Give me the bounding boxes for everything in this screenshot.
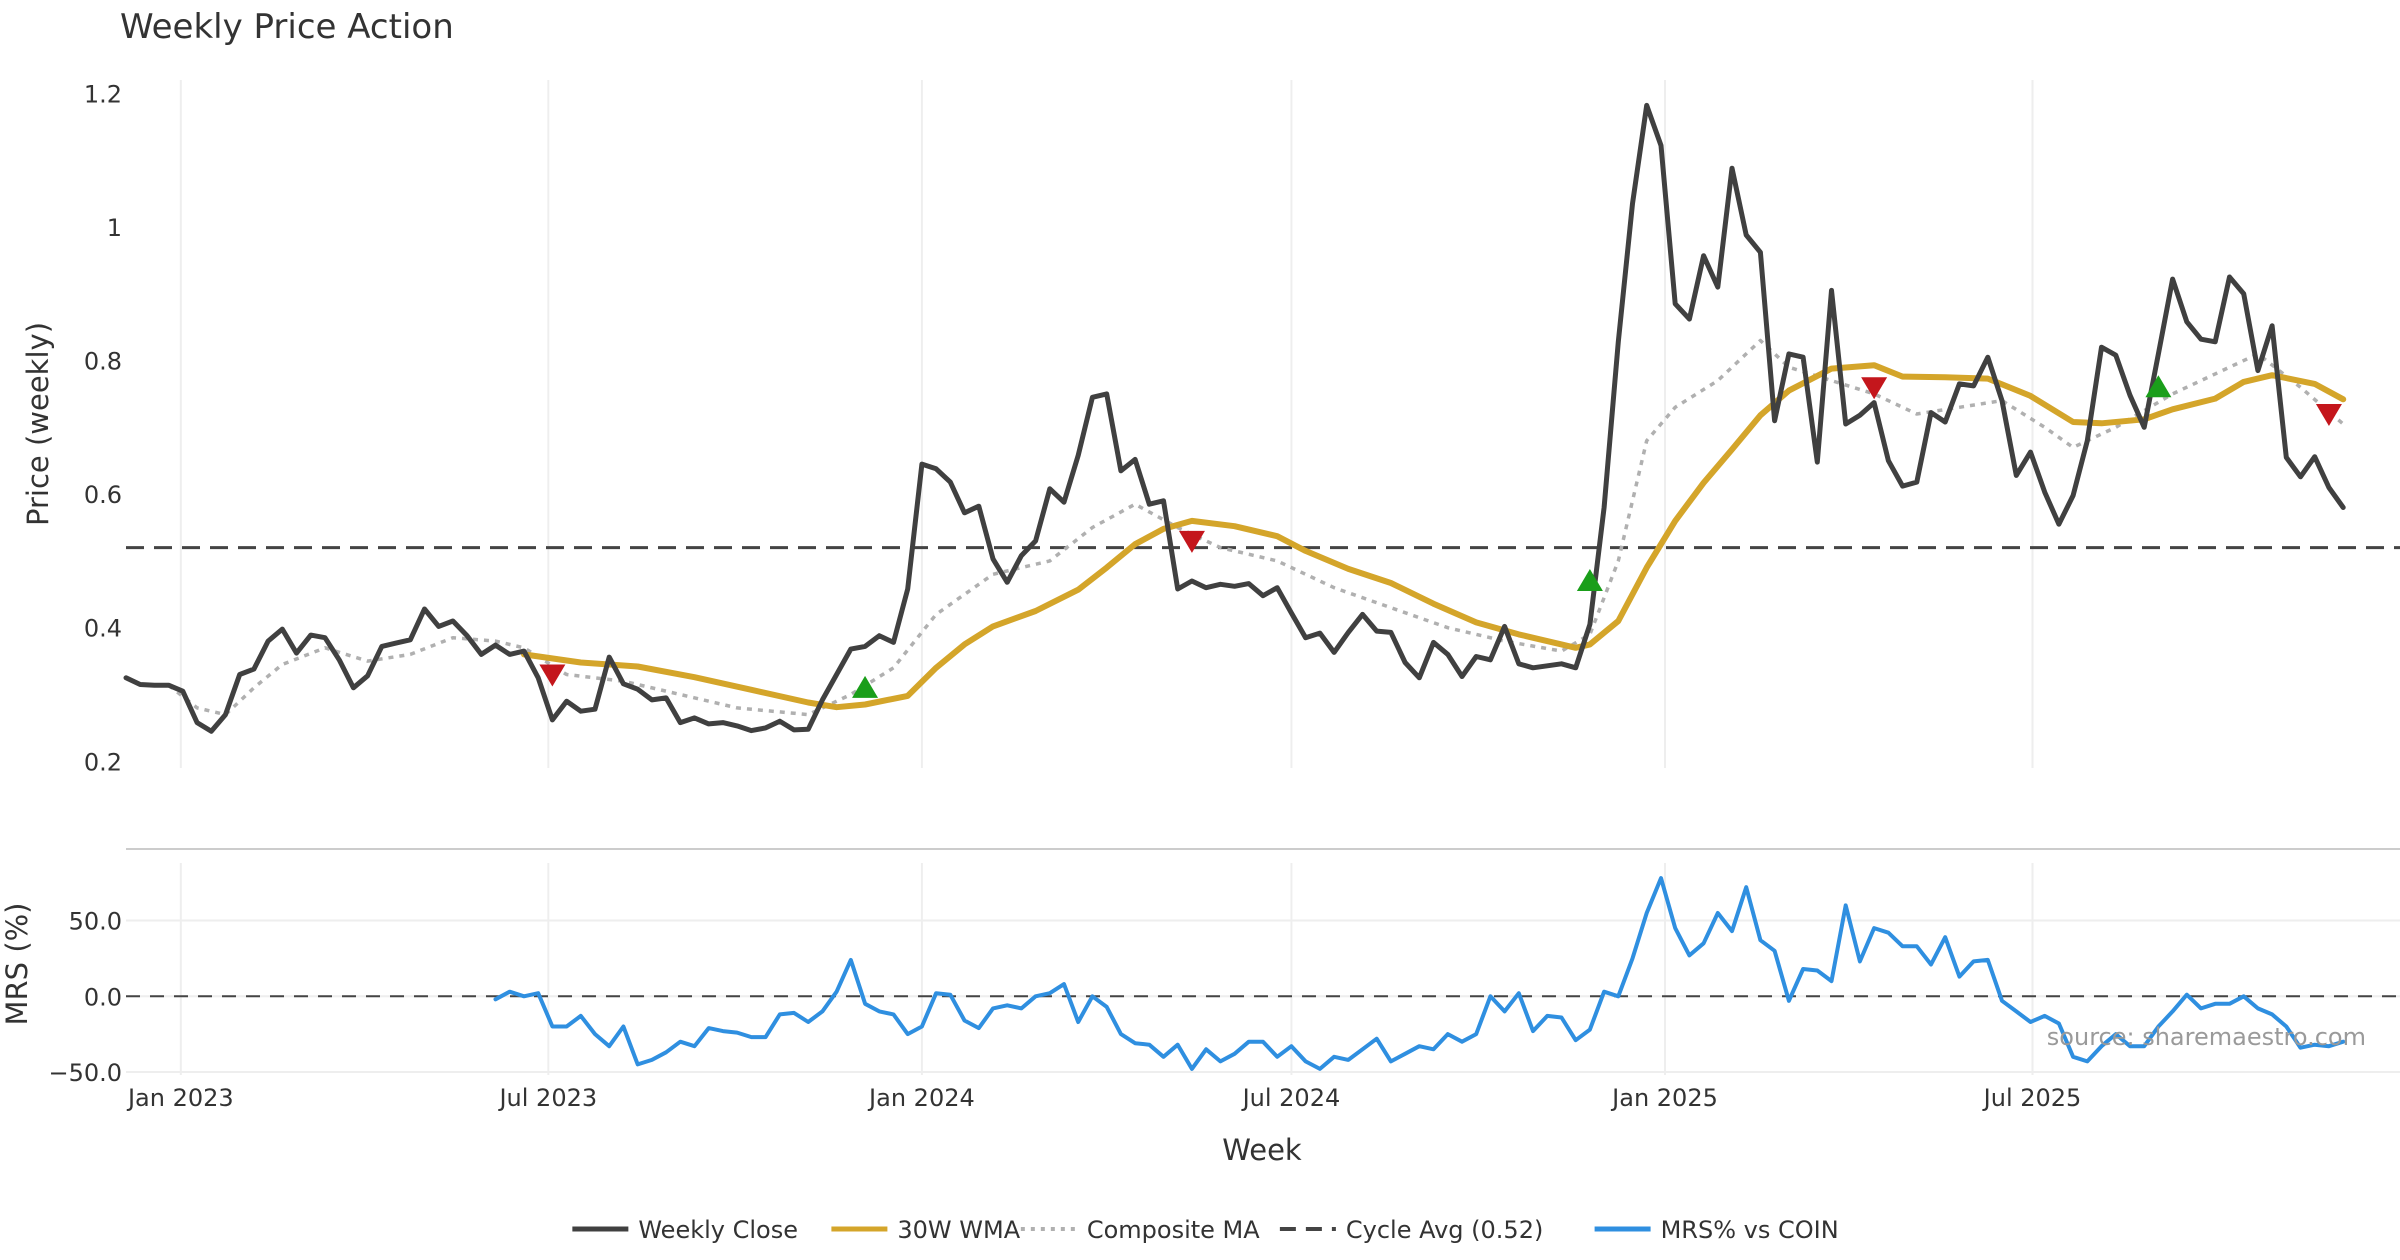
series-layer [123,102,2400,1071]
wma-30w-line [521,362,2347,711]
sell-signal-marker [539,664,566,687]
signal-layer [539,375,2342,698]
x-tick-label: Jan 2023 [126,1084,234,1112]
sell-signal-marker [2315,403,2342,426]
price-y-tick-label: 0.4 [84,615,122,643]
legend-label: 30W WMA [897,1216,1020,1244]
legend-label: Composite MA [1087,1216,1260,1244]
price-y-tick-label: 0.2 [84,748,122,776]
buy-signal-marker [1576,568,1603,591]
legend: Weekly Close 30W WMA Composite MA Cycle Avg… [572,1216,1839,1244]
price-y-tick-label: 1.2 [84,80,122,108]
x-tick-label: Jul 2024 [1241,1084,1341,1112]
mrs-y-ticks: −50.0 0.0 50.0 [48,908,122,1087]
mrs-y-tick-label: −50.0 [48,1059,122,1087]
mrs-line [493,876,2346,1071]
legend-label: MRS% vs COIN [1661,1216,1839,1244]
x-tick-label: Jan 2025 [1610,1084,1718,1112]
price-y-tick-label: 0.8 [84,348,122,376]
price-y-axis-label: Price (weekly) [21,322,55,526]
sell-signal-marker [1861,377,1888,400]
price-y-tick-label: 1 [107,214,122,242]
mrs-y-tick-label: 50.0 [69,908,122,936]
sell-signal-marker [1178,530,1205,553]
buy-signal-marker [852,675,879,698]
price-y-tick-label: 0.6 [84,481,122,509]
price-y-ticks: 0.2 0.4 0.6 0.8 1 1.2 [84,80,122,776]
source-note: source: sharemaestro.com [2047,1023,2366,1051]
buy-signal-marker [2145,375,2172,398]
weekly-close-line [123,102,2346,734]
legend-label: Weekly Close [638,1216,798,1244]
x-axis-label: Week [1222,1133,1302,1167]
x-tick-label: Jul 2025 [1982,1084,2082,1112]
legend-label: Cycle Avg (0.52) [1346,1216,1543,1244]
mrs-y-tick-label: 0.0 [84,983,122,1011]
chart-title: Weekly Price Action [120,7,454,47]
x-tick-label: Jul 2023 [497,1084,597,1112]
x-ticks: Jan 2023 Jul 2023 Jan 2024 Jul 2024 Jan 2025… [126,1084,2081,1112]
mrs-y-axis-label: MRS (%) [0,903,34,1026]
composite-ma-line [167,338,2345,717]
x-tick-label: Jan 2024 [867,1084,975,1112]
